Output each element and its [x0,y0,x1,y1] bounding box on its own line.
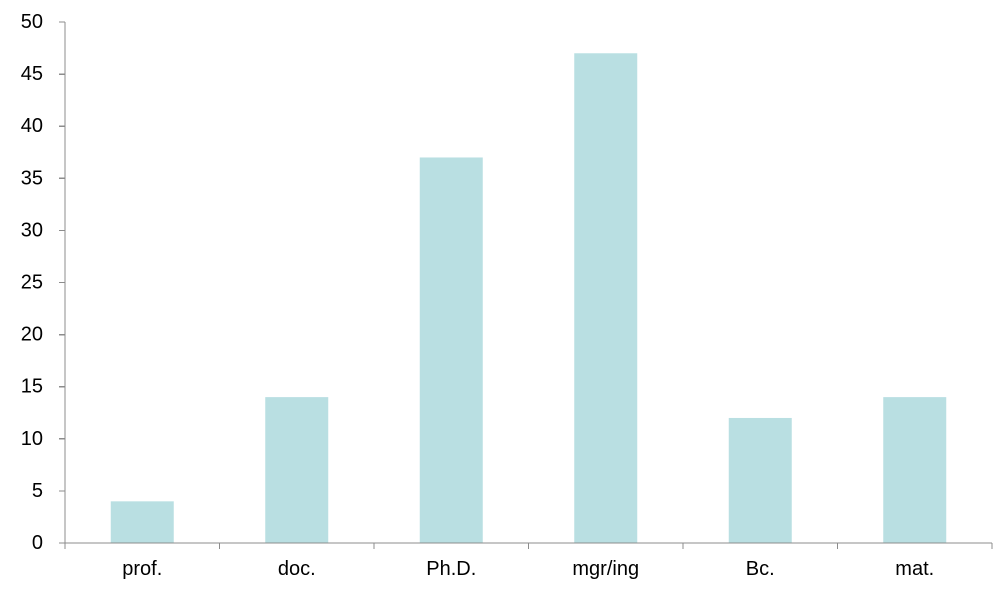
bar-prof [110,501,174,543]
x-category-label: Ph.D. [426,558,476,580]
x-category-label: mgr/ing [572,558,639,580]
x-category-label: prof. [122,558,162,580]
y-tick-label: 30 [21,219,43,241]
y-tick-label: 50 [21,11,43,33]
bar-doc [265,397,329,543]
bar-mgr-ing [574,53,638,543]
y-tick-label: 0 [32,532,43,554]
bar-mat [883,397,947,543]
y-tick-label: 35 [21,167,43,189]
y-tick-label: 15 [21,376,43,398]
y-tick-label: 25 [21,272,43,294]
y-tick-label: 10 [21,428,43,450]
x-category-label: mat. [895,558,934,580]
axes-layer [64,22,992,544]
bars-layer [110,53,947,543]
y-tick-label: 5 [32,480,43,502]
y-tick-label: 40 [21,115,43,137]
bar-bc [728,417,792,543]
x-axis-ticks: prof. doc. Ph.D. mgr/ing Bc. mat. [64,543,993,580]
bar-ph-d [419,157,483,543]
x-category-label: doc. [278,558,316,580]
y-tick-label: 20 [21,324,43,346]
x-category-label: Bc. [746,558,775,580]
y-tick-label: 45 [21,63,43,85]
y-axis-ticks: 0 5 10 15 20 25 30 35 40 45 50 [21,11,65,554]
